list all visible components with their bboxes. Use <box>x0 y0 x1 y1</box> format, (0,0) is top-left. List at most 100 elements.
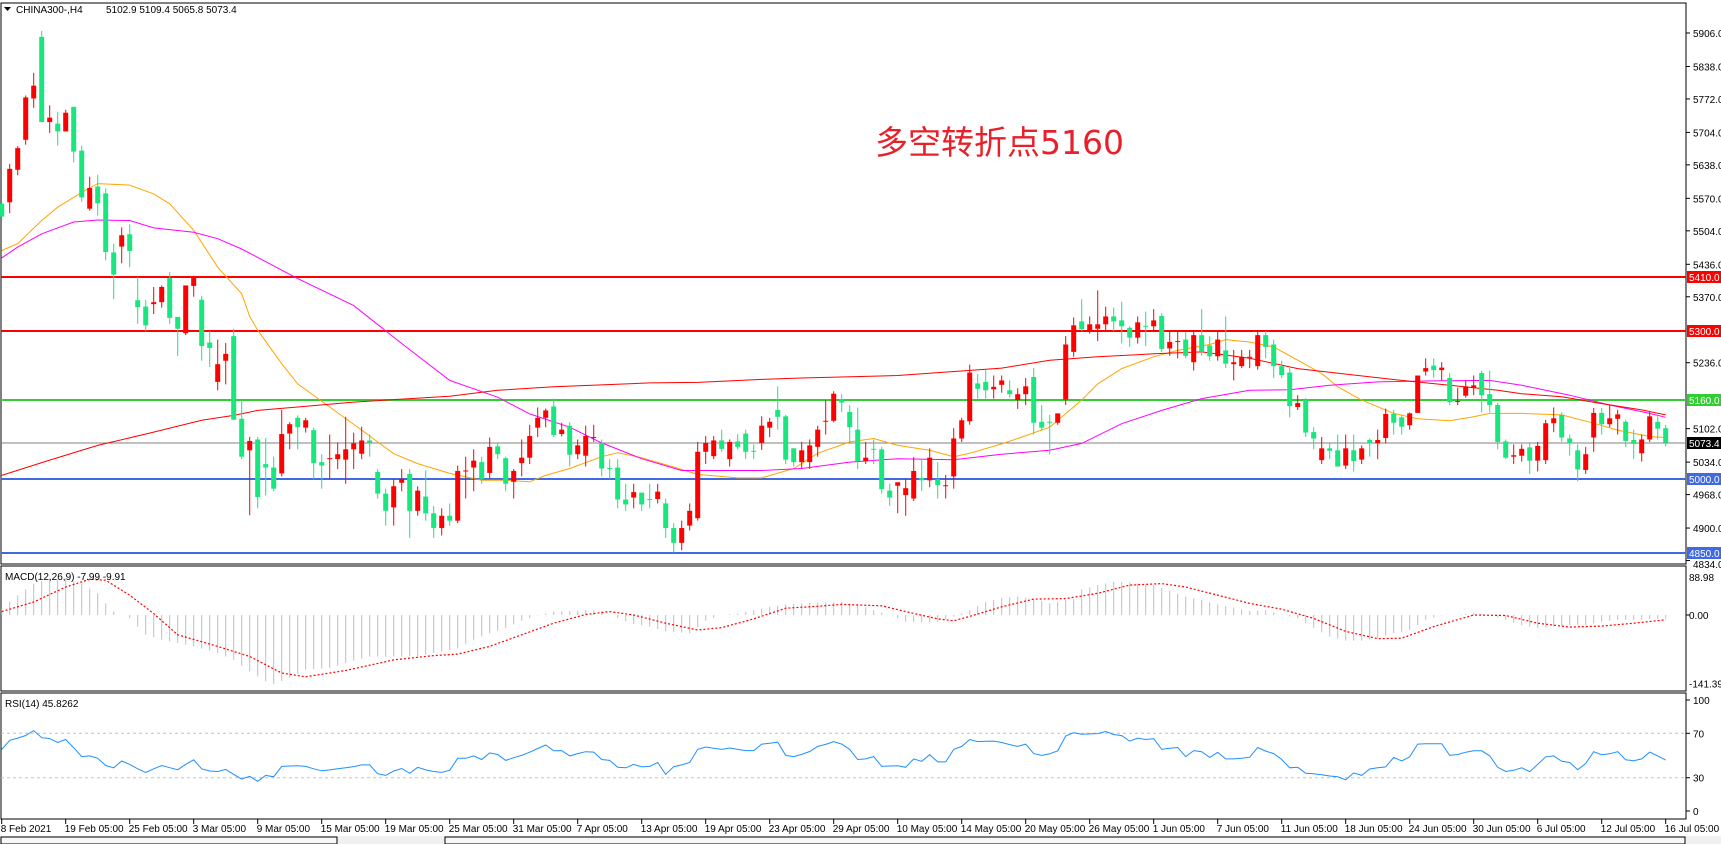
price-tick-label: 5102.0 <box>1693 425 1721 436</box>
candle <box>951 428 957 489</box>
candle <box>87 176 93 211</box>
macd-label: MACD(12,26,9) -7.99 -9.91 <box>5 572 126 583</box>
candle-body <box>975 383 981 389</box>
rsi-axis-label: 30 <box>1693 774 1705 785</box>
candle-body <box>1167 342 1173 349</box>
candle <box>583 425 589 467</box>
candle <box>287 422 293 450</box>
level-price-badge <box>1687 437 1721 449</box>
ma-fast-line <box>1 183 1666 483</box>
candle <box>959 417 965 442</box>
candle-body <box>695 451 701 519</box>
candle-body <box>623 499 629 505</box>
candle-body <box>1207 345 1213 357</box>
candle <box>1175 331 1181 359</box>
candle <box>271 456 277 492</box>
chart-header: CHINA300-,H4 5102.9 5109.4 5065.8 5073.4 <box>4 5 237 16</box>
candle <box>1575 444 1581 482</box>
candle-body <box>855 429 861 462</box>
candle-body <box>1079 321 1085 330</box>
time-label: 11 Jun 05:00 <box>1281 824 1339 835</box>
candle-body <box>1119 320 1125 327</box>
price-tick-label: 5034.0 <box>1693 458 1721 469</box>
candle <box>1615 409 1621 435</box>
candle <box>231 328 237 420</box>
candle-body <box>1623 421 1629 441</box>
macd-pane <box>1 578 1667 685</box>
price-tick-label: 5772.0 <box>1693 95 1721 106</box>
chart-tab[interactable] <box>444 836 1686 844</box>
time-label: 25 Mar 05:00 <box>449 824 508 835</box>
time-label: 9 Mar 05:00 <box>257 824 311 835</box>
time-label: 29 Apr 05:00 <box>833 824 890 835</box>
candle <box>1007 380 1013 398</box>
candle-body <box>55 123 61 132</box>
level-price-label: 5300.0 <box>1689 327 1720 338</box>
candle <box>559 422 565 437</box>
candle-body <box>1423 368 1429 372</box>
candle-body <box>391 486 397 508</box>
candle-body <box>479 462 485 479</box>
candle-body <box>879 449 885 490</box>
candle <box>1143 311 1149 346</box>
candle-body <box>287 424 293 434</box>
candle <box>319 454 325 489</box>
candle-body <box>967 372 973 422</box>
candle-body <box>327 458 333 460</box>
candle <box>1503 439 1509 460</box>
candle-body <box>119 235 125 247</box>
candle-body <box>671 528 677 543</box>
candle-body <box>1351 450 1357 462</box>
candle-body <box>311 430 317 464</box>
candle <box>1391 409 1397 435</box>
triangle-down-icon[interactable] <box>4 7 11 11</box>
candle <box>655 483 661 504</box>
candle <box>1063 336 1069 406</box>
candle <box>1535 441 1541 472</box>
candle-body <box>351 443 357 450</box>
time-label: 8 Feb 2021 <box>1 824 52 835</box>
candle-body <box>359 440 365 454</box>
candle <box>375 469 381 499</box>
candle-body <box>1415 375 1421 413</box>
candle-body <box>271 467 277 489</box>
candle-body <box>543 410 549 418</box>
candle-body <box>559 429 565 435</box>
candle <box>1447 373 1453 406</box>
candle-body <box>1095 324 1101 329</box>
candle-body <box>1439 367 1445 371</box>
candle-body <box>1127 327 1133 338</box>
time-label: 23 Apr 05:00 <box>769 824 826 835</box>
candle <box>367 434 373 457</box>
candle <box>1295 395 1301 410</box>
candle <box>167 272 173 324</box>
candle-body <box>1519 448 1525 456</box>
candle <box>151 286 157 314</box>
candle-body <box>1471 385 1477 388</box>
chart-tab[interactable] <box>0 836 338 844</box>
candle-body <box>1135 322 1141 338</box>
time-label: 6 Jul 05:00 <box>1537 824 1586 835</box>
candle-body <box>567 425 573 455</box>
candle <box>663 498 669 538</box>
candle <box>567 422 573 467</box>
candle-body <box>375 471 381 494</box>
candle <box>1207 336 1213 361</box>
candle <box>735 434 741 450</box>
candle <box>1375 429 1381 460</box>
time-label: 1 Jun 05:00 <box>1153 824 1206 835</box>
candle-body <box>639 492 645 505</box>
candle <box>175 316 181 356</box>
candle-body <box>1399 417 1405 427</box>
candle-body <box>455 470 461 521</box>
candle-body <box>239 418 245 457</box>
candle-body <box>23 97 29 140</box>
candle <box>1287 368 1293 418</box>
candle <box>511 469 517 499</box>
candle <box>1127 326 1133 347</box>
candle <box>103 188 109 261</box>
candle-body <box>1551 418 1557 424</box>
candle <box>1015 388 1021 409</box>
